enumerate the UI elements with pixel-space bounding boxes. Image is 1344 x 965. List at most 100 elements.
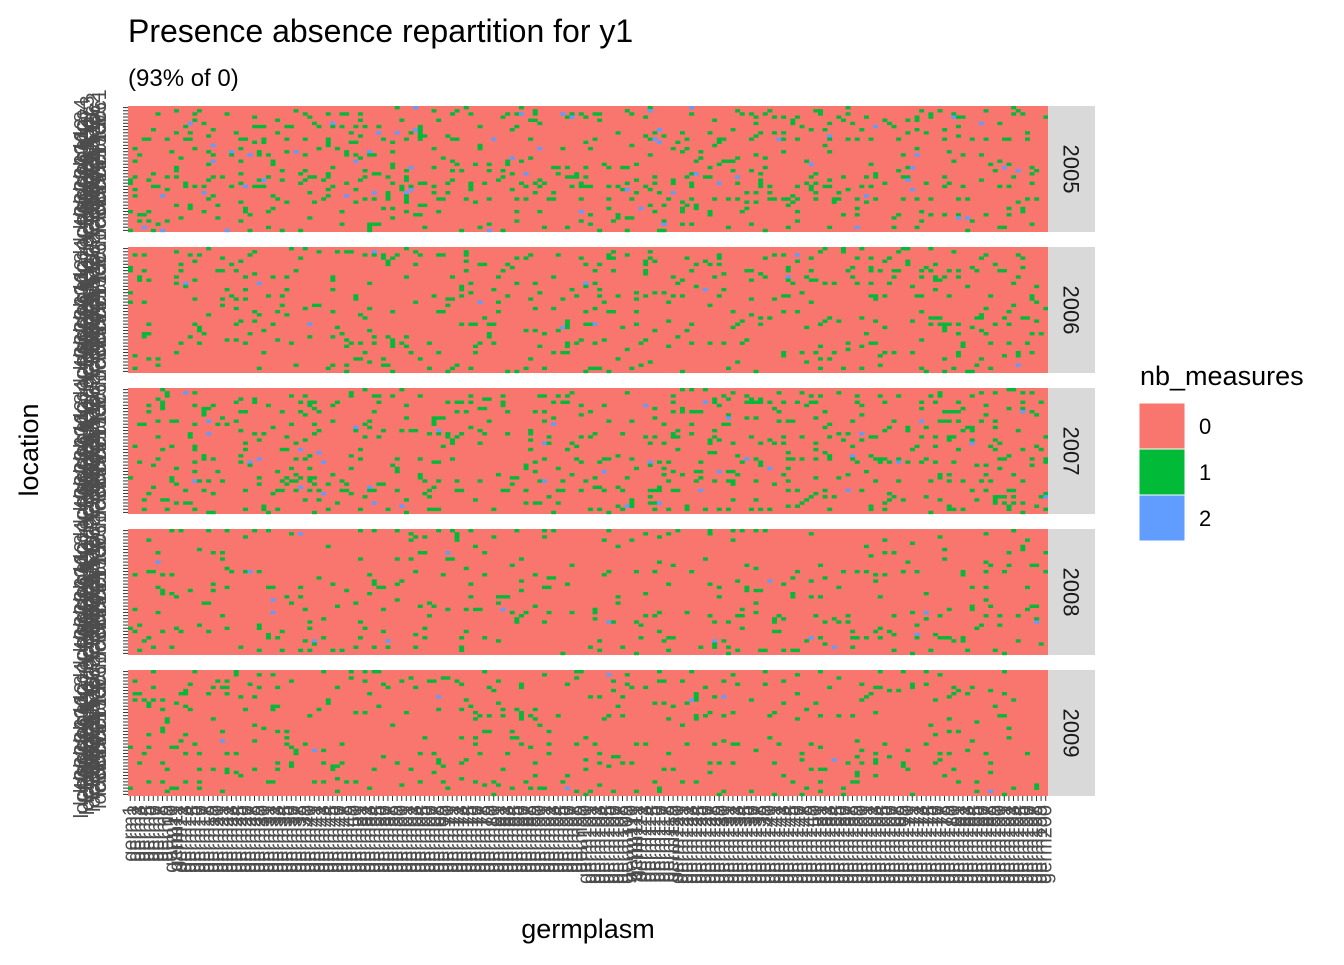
tile	[693, 714, 699, 718]
tile	[896, 460, 902, 464]
x-tick-label: germ89	[524, 805, 546, 873]
tile	[744, 394, 750, 398]
tile	[496, 300, 501, 304]
tile	[781, 253, 787, 257]
tile	[569, 563, 575, 567]
tile	[758, 131, 764, 135]
tile	[371, 501, 377, 505]
tile	[256, 482, 262, 486]
tile	[376, 172, 382, 176]
tile	[707, 213, 713, 217]
tile	[335, 777, 340, 781]
tile	[657, 610, 662, 615]
x-tick-label: germ129	[708, 805, 730, 884]
tile	[799, 291, 805, 295]
tile	[390, 162, 396, 167]
tile	[845, 187, 851, 192]
tile	[358, 156, 363, 160]
tile	[1002, 316, 1007, 320]
x-tick-label: germ5	[138, 805, 160, 862]
tile	[1038, 642, 1044, 646]
tile	[348, 676, 354, 680]
tile	[137, 761, 143, 765]
x-tick-label: germ64	[409, 805, 431, 873]
tile	[601, 469, 607, 474]
tile	[864, 332, 869, 336]
tile	[243, 447, 248, 452]
tile	[371, 410, 377, 414]
tile	[565, 582, 570, 586]
tile	[565, 319, 570, 323]
tile	[519, 557, 524, 561]
tile	[210, 685, 216, 690]
y-tick-label: loc9	[89, 114, 111, 151]
tile	[192, 479, 198, 483]
x-tick-label: germ185	[966, 805, 988, 884]
tile	[431, 507, 437, 512]
tile	[919, 219, 925, 223]
tile	[298, 585, 304, 590]
y-tick-label: loc30	[83, 316, 105, 364]
tile	[689, 112, 695, 116]
tile	[762, 682, 768, 686]
tile	[960, 153, 966, 157]
x-tick-label: germ3	[129, 805, 151, 862]
tile	[873, 773, 879, 778]
tile	[597, 460, 603, 464]
legend-label-1: 1	[1199, 460, 1211, 485]
tile	[592, 306, 598, 311]
tile	[201, 413, 207, 417]
y-tick-label: loc31	[77, 601, 99, 649]
tile	[348, 391, 354, 395]
tile	[468, 394, 474, 398]
tile	[726, 651, 731, 656]
tile	[758, 441, 764, 445]
tile	[914, 153, 920, 157]
tile	[229, 569, 235, 574]
tile	[845, 488, 851, 493]
x-tick-label: germ145	[782, 805, 804, 884]
tile	[624, 504, 630, 508]
tile	[270, 491, 276, 496]
tile	[652, 131, 658, 135]
tile	[647, 106, 653, 110]
tile	[321, 178, 327, 182]
tile	[496, 601, 501, 605]
tile	[546, 610, 552, 615]
tile	[951, 692, 957, 696]
tile	[307, 403, 313, 408]
tile	[390, 341, 396, 345]
tile	[256, 623, 262, 627]
tile	[201, 332, 207, 336]
tile	[151, 228, 156, 233]
tile	[951, 410, 957, 414]
tile	[629, 457, 635, 461]
tile	[873, 579, 879, 583]
tile	[289, 745, 294, 749]
tile	[753, 588, 759, 593]
tile	[657, 535, 662, 539]
tile	[146, 403, 152, 408]
tile	[1034, 786, 1040, 790]
tile	[210, 175, 216, 179]
tile	[574, 294, 580, 298]
y-tick-label: loc29	[89, 595, 111, 643]
tile	[367, 419, 373, 423]
tile	[459, 777, 465, 781]
tile	[928, 197, 934, 201]
tile	[923, 610, 929, 615]
tile	[882, 501, 888, 505]
tile	[473, 742, 478, 746]
tile	[910, 685, 915, 690]
tile	[965, 284, 971, 289]
tile	[960, 428, 966, 433]
x-tick-label: germ186	[970, 805, 992, 884]
tile	[592, 137, 598, 141]
tile	[155, 551, 161, 555]
tile	[164, 137, 170, 141]
tile	[210, 194, 216, 198]
tile	[730, 742, 736, 746]
tile	[362, 670, 368, 674]
tile	[1006, 551, 1012, 555]
facet-label-2006: 2006	[1059, 286, 1084, 335]
